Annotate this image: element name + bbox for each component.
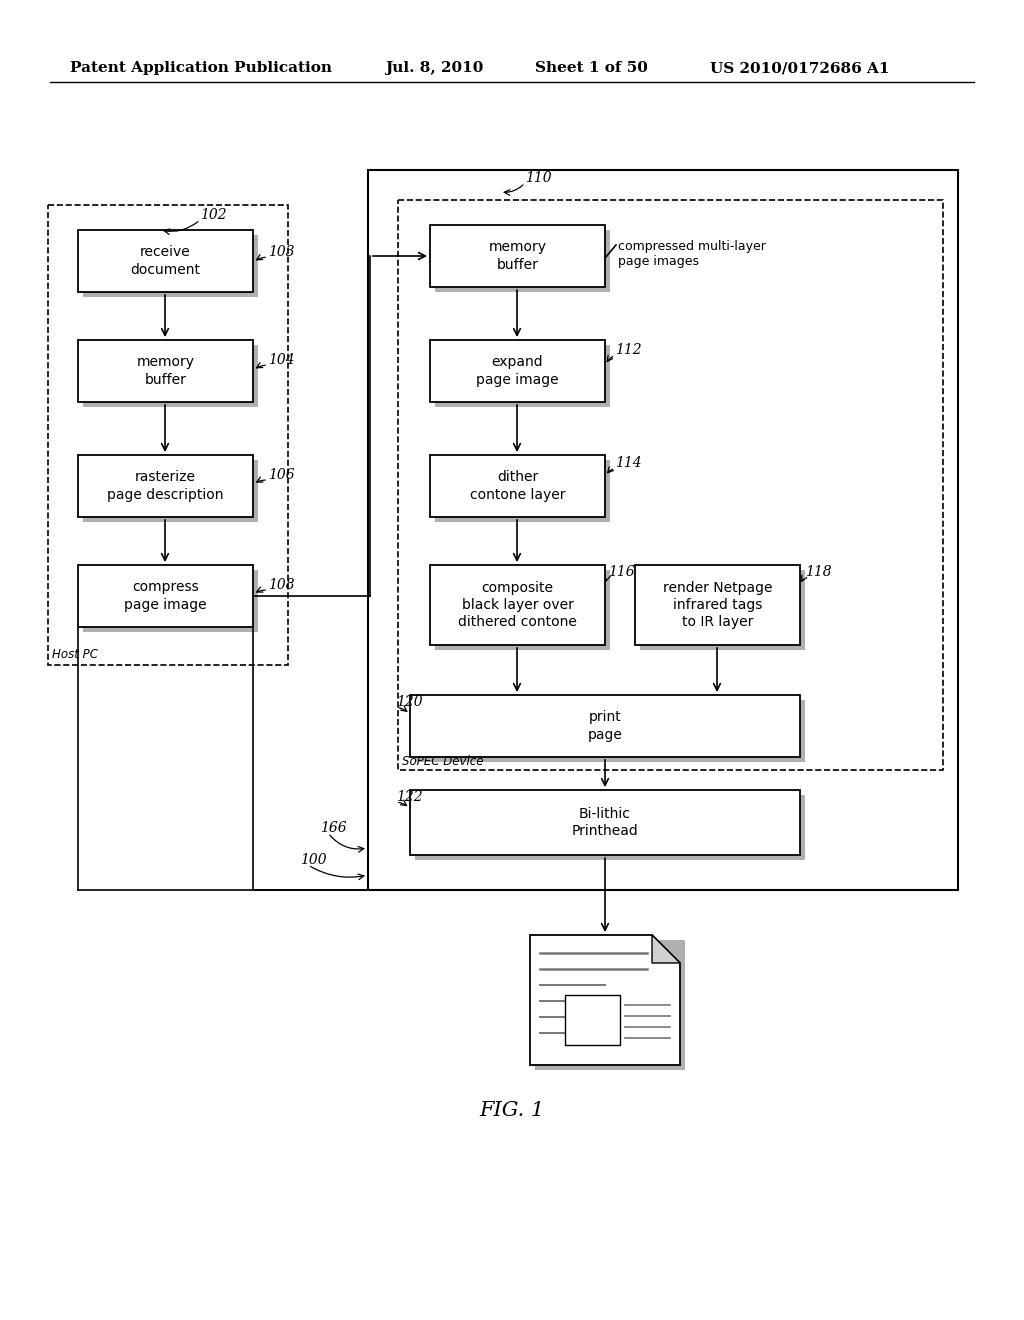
Text: receive
document: receive document: [130, 246, 201, 277]
Text: render Netpage
infrared tags
to IR layer: render Netpage infrared tags to IR layer: [663, 581, 772, 630]
Text: Patent Application Publication: Patent Application Publication: [70, 61, 332, 75]
Bar: [78, 455, 253, 517]
Bar: [430, 455, 605, 517]
Text: Bi-lithic
Printhead: Bi-lithic Printhead: [571, 807, 638, 838]
Text: 116: 116: [608, 565, 635, 579]
Bar: [535, 940, 685, 1071]
Bar: [415, 700, 805, 762]
Bar: [78, 230, 253, 292]
Text: 114: 114: [615, 455, 642, 470]
Polygon shape: [530, 935, 680, 1065]
Text: dither
contone layer: dither contone layer: [470, 470, 565, 502]
Bar: [83, 235, 258, 297]
Text: 104: 104: [268, 352, 295, 367]
Text: compressed multi-layer
page images: compressed multi-layer page images: [618, 240, 766, 268]
Text: SoPEC Device: SoPEC Device: [402, 755, 483, 768]
Text: FIG. 1: FIG. 1: [479, 1101, 545, 1119]
Text: 103: 103: [268, 246, 295, 259]
Polygon shape: [652, 935, 680, 964]
Bar: [78, 565, 253, 627]
Bar: [640, 570, 805, 649]
Text: 120: 120: [396, 696, 423, 709]
Bar: [435, 570, 610, 649]
Bar: [435, 459, 610, 521]
Bar: [410, 696, 800, 756]
Text: rasterize
page description: rasterize page description: [108, 470, 224, 502]
Text: memory
buffer: memory buffer: [488, 240, 547, 272]
Text: 118: 118: [805, 565, 831, 579]
Text: compress
page image: compress page image: [124, 581, 207, 611]
Text: 100: 100: [300, 853, 327, 867]
Text: expand
page image: expand page image: [476, 355, 559, 387]
Text: 110: 110: [525, 172, 552, 185]
Bar: [415, 795, 805, 861]
Bar: [430, 565, 605, 645]
Bar: [435, 345, 610, 407]
Bar: [430, 224, 605, 286]
Bar: [430, 341, 605, 403]
Text: Jul. 8, 2010: Jul. 8, 2010: [385, 61, 483, 75]
Bar: [435, 230, 610, 292]
Text: 106: 106: [268, 469, 295, 482]
Bar: [83, 345, 258, 407]
Text: 122: 122: [396, 789, 423, 804]
Text: memory
buffer: memory buffer: [136, 355, 195, 387]
Bar: [78, 341, 253, 403]
Text: print
page: print page: [588, 710, 623, 742]
Bar: [565, 995, 620, 1045]
Bar: [48, 205, 288, 665]
Text: Host PC: Host PC: [52, 648, 98, 661]
Bar: [410, 789, 800, 855]
Text: Sheet 1 of 50: Sheet 1 of 50: [535, 61, 648, 75]
Text: composite
black layer over
dithered contone: composite black layer over dithered cont…: [458, 581, 577, 630]
Bar: [635, 565, 800, 645]
Bar: [398, 201, 943, 770]
Text: 112: 112: [615, 343, 642, 356]
Bar: [83, 570, 258, 632]
Text: 102: 102: [200, 209, 226, 222]
Text: 166: 166: [319, 821, 347, 836]
Bar: [368, 170, 958, 890]
Bar: [83, 459, 258, 521]
Text: 108: 108: [268, 578, 295, 591]
Text: US 2010/0172686 A1: US 2010/0172686 A1: [710, 61, 890, 75]
